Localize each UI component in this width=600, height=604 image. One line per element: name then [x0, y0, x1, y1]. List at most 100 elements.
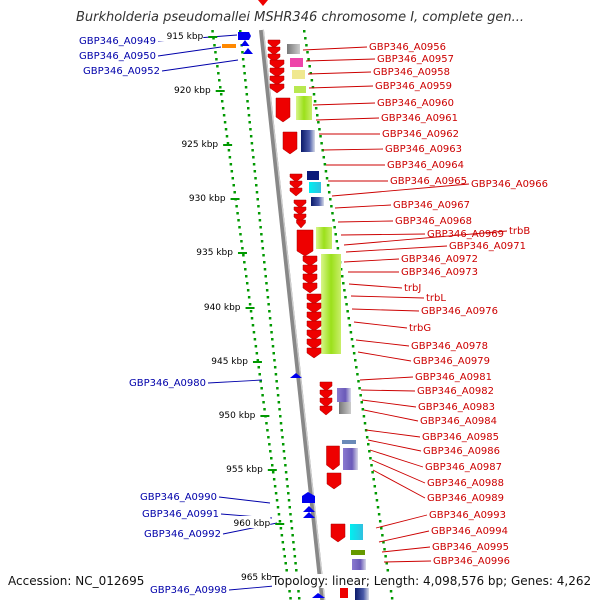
gene-label[interactable]: GBP346_A0960: [377, 98, 454, 109]
accession-text: Accession: NC_012695: [8, 574, 145, 588]
gene-label[interactable]: GBP346_A0993: [429, 510, 506, 521]
guide-dot: [255, 184, 258, 187]
gene-label[interactable]: trbL: [426, 293, 446, 304]
gene-label[interactable]: GBP346_A0989: [427, 493, 504, 504]
gene-label[interactable]: GBP346_A0976: [421, 306, 498, 317]
guide-dot: [270, 464, 274, 467]
guide-dot: [289, 597, 292, 600]
gene-label[interactable]: GBP346_A0987: [425, 462, 502, 473]
map-title: Burkholderia pseudomallei MSHR346 chromo…: [75, 10, 525, 25]
ruler-tick-label: 925 kbp: [181, 140, 218, 150]
guide-dot: [285, 569, 288, 572]
label-connector: [305, 58, 376, 62]
gene-label[interactable]: GBP346_A0956: [369, 42, 446, 53]
gene-label[interactable]: GBP346_A0963: [385, 144, 462, 155]
guide-dot: [345, 303, 348, 306]
label-connector: [357, 351, 412, 362]
gene-label[interactable]: GBP346_A0961: [381, 113, 458, 124]
guide-dot: [269, 324, 273, 327]
guide-dot: [320, 142, 323, 145]
guide-dot: [282, 450, 286, 453]
guide-dot: [213, 44, 216, 47]
gene-label[interactable]: GBP346_A0995: [432, 542, 509, 553]
gene-label[interactable]: GBP346_A0992: [144, 529, 221, 540]
guide-dot: [322, 156, 326, 159]
gene-label[interactable]: trbJ: [404, 283, 421, 294]
label-connector: [331, 183, 470, 197]
guide-dot: [211, 30, 214, 33]
gene-label[interactable]: GBP346_A0979: [413, 356, 490, 367]
guide-dot: [297, 590, 300, 593]
gene-label[interactable]: GBP346_A0950: [79, 51, 156, 62]
gene-label[interactable]: GBP346_A0980: [129, 378, 206, 389]
ruler-dotted-line: [211, 30, 292, 600]
guide-dot: [245, 282, 249, 285]
gene-label[interactable]: GBP346_A0965: [390, 176, 467, 187]
gene-label[interactable]: GBP346_A0949: [79, 36, 156, 47]
gene-feature-box: [311, 197, 324, 206]
gene-label[interactable]: GBP346_A0967: [393, 200, 470, 211]
forward-gene-arrow: [302, 273, 318, 285]
label-connector: [369, 449, 424, 468]
guide-dot: [290, 527, 294, 530]
gene-label[interactable]: GBP346_A0986: [423, 446, 500, 457]
gene-label[interactable]: GBP346_A0966: [471, 179, 548, 190]
gene-label[interactable]: GBP346_A0998: [150, 585, 227, 596]
forward-gene-arrow: [289, 173, 303, 183]
gene-label[interactable]: GBP346_A0984: [420, 416, 497, 427]
guide-dot: [288, 590, 291, 593]
chromosome-axis-highlight: [262, 29, 326, 601]
gene-label[interactable]: GBP346_A0962: [382, 129, 459, 140]
guide-dot: [358, 387, 361, 390]
guide-dot: [251, 149, 254, 152]
guide-dot: [347, 317, 350, 320]
guide-dot: [242, 254, 245, 257]
gene-label[interactable]: GBP346_A0981: [415, 372, 492, 383]
guide-dot: [257, 212, 261, 215]
gene-label[interactable]: GBP346_A0958: [373, 67, 450, 78]
gene-label[interactable]: GBP346_A0973: [401, 267, 478, 278]
reverse-gene-arrow: [312, 593, 325, 598]
guide-dot: [272, 478, 276, 481]
forward-gene-arrow: [267, 46, 281, 56]
gene-label[interactable]: GBP346_A0968: [395, 216, 472, 227]
guide-dot: [314, 107, 318, 110]
guide-dot: [242, 65, 246, 68]
guide-dot: [272, 352, 275, 355]
guide-dot: [278, 408, 281, 411]
gene-label[interactable]: GBP346_A0957: [377, 54, 454, 65]
guide-dot: [331, 212, 334, 215]
gene-label[interactable]: GBP346_A0964: [387, 160, 464, 171]
guide-dot: [219, 93, 223, 96]
label-connector: [359, 376, 414, 381]
gene-label[interactable]: GBP346_A0994: [431, 526, 508, 537]
guide-dot: [306, 51, 309, 54]
guide-dot: [383, 548, 386, 551]
gene-label[interactable]: GBP346_A0985: [422, 432, 499, 443]
gene-label[interactable]: GBP346_A0990: [140, 492, 217, 503]
guide-dot: [273, 485, 277, 488]
gene-label[interactable]: GBP346_A0978: [411, 341, 488, 352]
gene-label[interactable]: GBP346_A0959: [375, 81, 452, 92]
guide-dot: [250, 317, 254, 320]
label-connector: [322, 148, 384, 151]
guide-dot: [350, 338, 354, 341]
gene-label[interactable]: GBP346_A0991: [142, 509, 219, 520]
gene-label[interactable]: trbG: [409, 323, 431, 334]
guide-dot: [281, 443, 285, 446]
guide-dot: [281, 436, 284, 439]
gene-label[interactable]: GBP346_A0972: [401, 254, 478, 265]
gene-label[interactable]: GBP346_A0996: [433, 556, 510, 567]
guide-dot: [371, 471, 374, 474]
guide-dot: [310, 79, 314, 82]
gene-label[interactable]: GBP346_A0969: [427, 229, 504, 240]
gene-label[interactable]: GBP346_A0988: [427, 478, 504, 489]
gene-label[interactable]: trbB: [509, 226, 530, 237]
guide-dot: [344, 296, 347, 299]
gene-label[interactable]: GBP346_A0983: [418, 402, 495, 413]
gene-label[interactable]: GBP346_A0982: [417, 386, 494, 397]
guide-dot: [252, 156, 255, 159]
gene-label[interactable]: GBP346_A0971: [449, 241, 526, 252]
guide-dot: [282, 548, 286, 551]
gene-label[interactable]: GBP346_A0952: [83, 66, 160, 77]
